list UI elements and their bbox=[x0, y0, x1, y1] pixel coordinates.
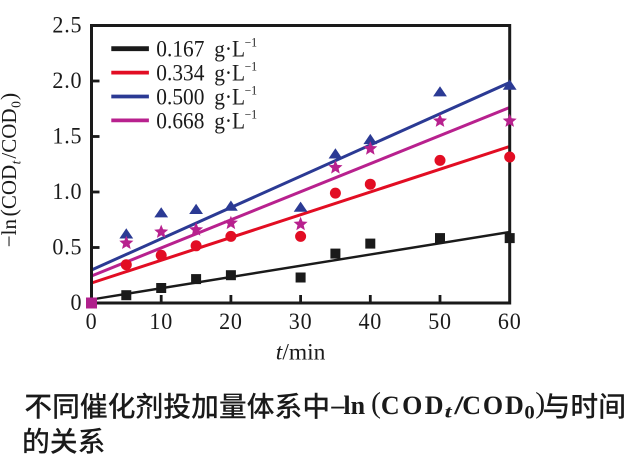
svg-text:1.0: 1.0 bbox=[52, 179, 82, 205]
svg-text:0: 0 bbox=[86, 308, 98, 334]
svg-text:50: 50 bbox=[428, 308, 452, 334]
svg-text:10: 10 bbox=[149, 308, 173, 334]
svg-text:60: 60 bbox=[498, 308, 522, 334]
svg-text:20: 20 bbox=[219, 308, 243, 334]
svg-text:40: 40 bbox=[358, 308, 382, 334]
svg-text:(: ( bbox=[371, 387, 381, 420]
svg-text:/: / bbox=[453, 391, 464, 420]
svg-text:–: – bbox=[330, 391, 345, 420]
svg-text:2.5: 2.5 bbox=[52, 12, 82, 38]
svg-text:0.5: 0.5 bbox=[52, 234, 82, 260]
svg-text:COD: COD bbox=[462, 391, 525, 420]
svg-text:): ) bbox=[535, 387, 545, 420]
svg-text:COD: COD bbox=[381, 391, 446, 420]
svg-text:t: t bbox=[445, 401, 453, 422]
svg-text:0: 0 bbox=[524, 402, 535, 423]
svg-text:2.0: 2.0 bbox=[52, 68, 82, 94]
svg-text:1.5: 1.5 bbox=[52, 123, 82, 149]
svg-text:ln: ln bbox=[343, 391, 365, 420]
svg-text:0: 0 bbox=[70, 290, 82, 316]
svg-text:30: 30 bbox=[289, 308, 313, 334]
svg-text:−ln(CODt/COD0): −ln(CODt/COD0) bbox=[0, 93, 24, 247]
svg-text:t/min: t/min bbox=[276, 340, 326, 366]
